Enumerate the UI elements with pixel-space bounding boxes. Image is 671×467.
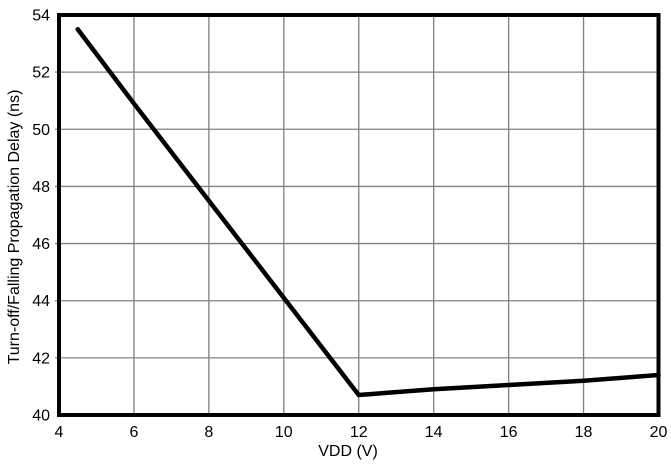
y-tick-label: 40 [32, 408, 50, 425]
plot-frame [57, 13, 661, 417]
x-tick-label: 18 [575, 424, 593, 441]
y-tick-label: 52 [32, 65, 50, 82]
series-turn-off-falling-propagation-delay [75, 27, 661, 398]
y-tick-label: 54 [32, 8, 50, 25]
y-tick-label: 50 [32, 122, 50, 139]
x-tick-label: 10 [275, 424, 293, 441]
x-axis-title: VDD (V) [318, 443, 378, 460]
x-tick-label: 4 [55, 424, 64, 441]
y-tick-label: 46 [32, 236, 50, 253]
x-tick-label: 20 [650, 424, 668, 441]
y-tick-label: 48 [32, 179, 50, 196]
x-tick-label: 16 [500, 424, 518, 441]
x-tick-label: 12 [350, 424, 368, 441]
y-tick-label: 44 [32, 293, 50, 310]
x-tick-label: 8 [204, 424, 213, 441]
x-tick-label: 14 [425, 424, 443, 441]
y-axis-title: Turn-off/Falling Propagation Delay (ns) [6, 89, 23, 365]
x-tick-label: 6 [129, 424, 138, 441]
y-tick-label: 42 [32, 350, 50, 367]
